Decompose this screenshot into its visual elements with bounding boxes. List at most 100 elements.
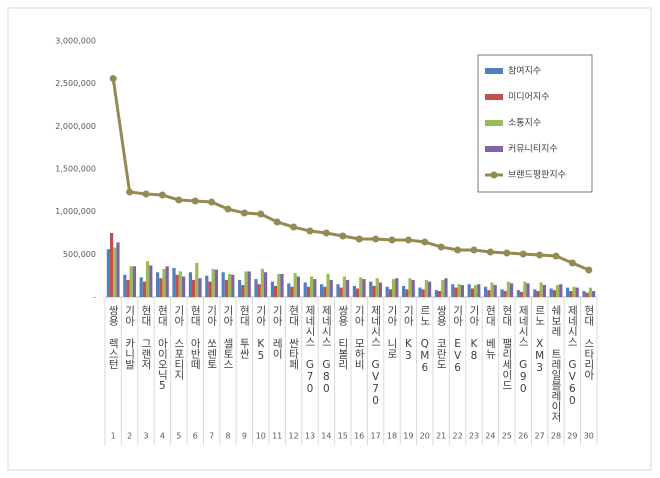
bar bbox=[506, 281, 510, 297]
bar bbox=[214, 269, 218, 297]
bar bbox=[536, 291, 540, 297]
rank-label: 3 bbox=[143, 432, 148, 441]
bar bbox=[421, 289, 425, 297]
x-tick-label: 현대 그랜저 bbox=[140, 305, 152, 370]
bar bbox=[274, 285, 278, 297]
bar bbox=[228, 273, 232, 297]
bar bbox=[221, 272, 225, 297]
x-tick-label: 현대 싼타페 bbox=[288, 305, 300, 370]
bar bbox=[539, 282, 543, 297]
bar bbox=[549, 288, 553, 297]
line-marker bbox=[322, 229, 330, 237]
line-marker bbox=[240, 209, 248, 217]
bar bbox=[500, 289, 504, 297]
bar bbox=[110, 233, 114, 297]
bar bbox=[474, 285, 478, 297]
bar bbox=[188, 272, 193, 297]
legend-swatch bbox=[485, 94, 503, 100]
bar bbox=[162, 268, 166, 297]
bar bbox=[356, 288, 360, 297]
rank-label: 30 bbox=[584, 432, 594, 441]
rank-label: 17 bbox=[371, 432, 381, 441]
bar bbox=[487, 290, 491, 297]
x-tick-label: 기아 레이 bbox=[271, 305, 283, 360]
bar bbox=[178, 271, 182, 297]
bar bbox=[293, 273, 297, 297]
rank-label: 29 bbox=[567, 432, 577, 441]
line-marker bbox=[421, 238, 429, 246]
x-tick-label: 기아 니로 bbox=[386, 305, 398, 359]
bar bbox=[588, 287, 592, 297]
rank-label: 1 bbox=[111, 432, 116, 441]
rank-label: 27 bbox=[535, 432, 545, 441]
rank-label: 8 bbox=[225, 432, 230, 441]
bar bbox=[418, 287, 422, 297]
x-tick-label: 르노 XM3 bbox=[534, 305, 546, 374]
bar bbox=[320, 284, 324, 297]
line-marker bbox=[470, 246, 478, 254]
y-tick-label: 2,000,000 bbox=[55, 122, 96, 131]
bar bbox=[260, 268, 264, 297]
rank-label: 19 bbox=[403, 432, 413, 441]
bar bbox=[129, 266, 133, 297]
y-tick-label: 1,000,000 bbox=[55, 207, 96, 216]
line-marker bbox=[339, 232, 347, 240]
y-tick-label: 3,000,000 bbox=[55, 37, 96, 46]
bar bbox=[195, 262, 199, 297]
bar bbox=[247, 271, 251, 297]
bar bbox=[424, 279, 428, 297]
bar bbox=[493, 285, 497, 297]
rank-label: 18 bbox=[387, 432, 397, 441]
line-marker bbox=[519, 250, 527, 258]
line-marker bbox=[290, 223, 298, 231]
rank-label: 13 bbox=[305, 432, 315, 441]
bar bbox=[434, 290, 439, 297]
line-marker bbox=[175, 196, 183, 204]
legend-label: 참여지수 bbox=[508, 65, 541, 77]
bar bbox=[326, 273, 330, 297]
bar bbox=[520, 291, 524, 297]
rank-label: 25 bbox=[502, 432, 512, 441]
rank-label: 6 bbox=[193, 432, 198, 441]
bar bbox=[585, 292, 589, 297]
rank-label: 7 bbox=[209, 432, 214, 441]
x-tick-label: 르노 QM6 bbox=[419, 305, 431, 374]
bar bbox=[378, 282, 382, 297]
bar bbox=[336, 284, 340, 297]
bar bbox=[392, 279, 396, 297]
x-tick-label: 쌍용 코란도 bbox=[435, 305, 447, 370]
bar bbox=[211, 268, 215, 297]
line-marker bbox=[142, 190, 150, 198]
line-marker bbox=[208, 198, 216, 206]
x-tick-label: 기아 스포티지 bbox=[173, 305, 185, 381]
rank-label: 23 bbox=[469, 432, 479, 441]
x-tick-label: 제네시스 G80 bbox=[320, 305, 332, 395]
line-marker bbox=[503, 249, 511, 257]
bar bbox=[569, 291, 573, 297]
legend-label: 브랜드평판지수 bbox=[508, 170, 566, 181]
x-tick-label: 기아 K5 bbox=[255, 305, 267, 362]
bar bbox=[427, 281, 432, 297]
bar bbox=[375, 278, 379, 297]
bar bbox=[441, 279, 445, 297]
line-marker bbox=[404, 236, 412, 244]
x-tick-label: 쉐보레 트레일블레이저 bbox=[550, 305, 562, 423]
bar bbox=[198, 278, 202, 297]
line-marker bbox=[486, 248, 494, 256]
bar bbox=[329, 279, 333, 297]
bar bbox=[263, 272, 268, 297]
x-tick-label: 기아 K3 bbox=[402, 305, 414, 362]
rank-label: 28 bbox=[551, 432, 561, 441]
bar bbox=[490, 282, 494, 297]
bar bbox=[395, 278, 399, 297]
rank-label: 4 bbox=[160, 432, 165, 441]
bar bbox=[181, 276, 186, 297]
x-tick-label: 현대 아반떼 bbox=[189, 305, 201, 370]
bar bbox=[566, 287, 570, 297]
rank-label: 22 bbox=[453, 432, 463, 441]
bar bbox=[533, 289, 537, 297]
bar bbox=[451, 284, 455, 297]
bar bbox=[457, 284, 461, 297]
bar bbox=[165, 266, 169, 297]
